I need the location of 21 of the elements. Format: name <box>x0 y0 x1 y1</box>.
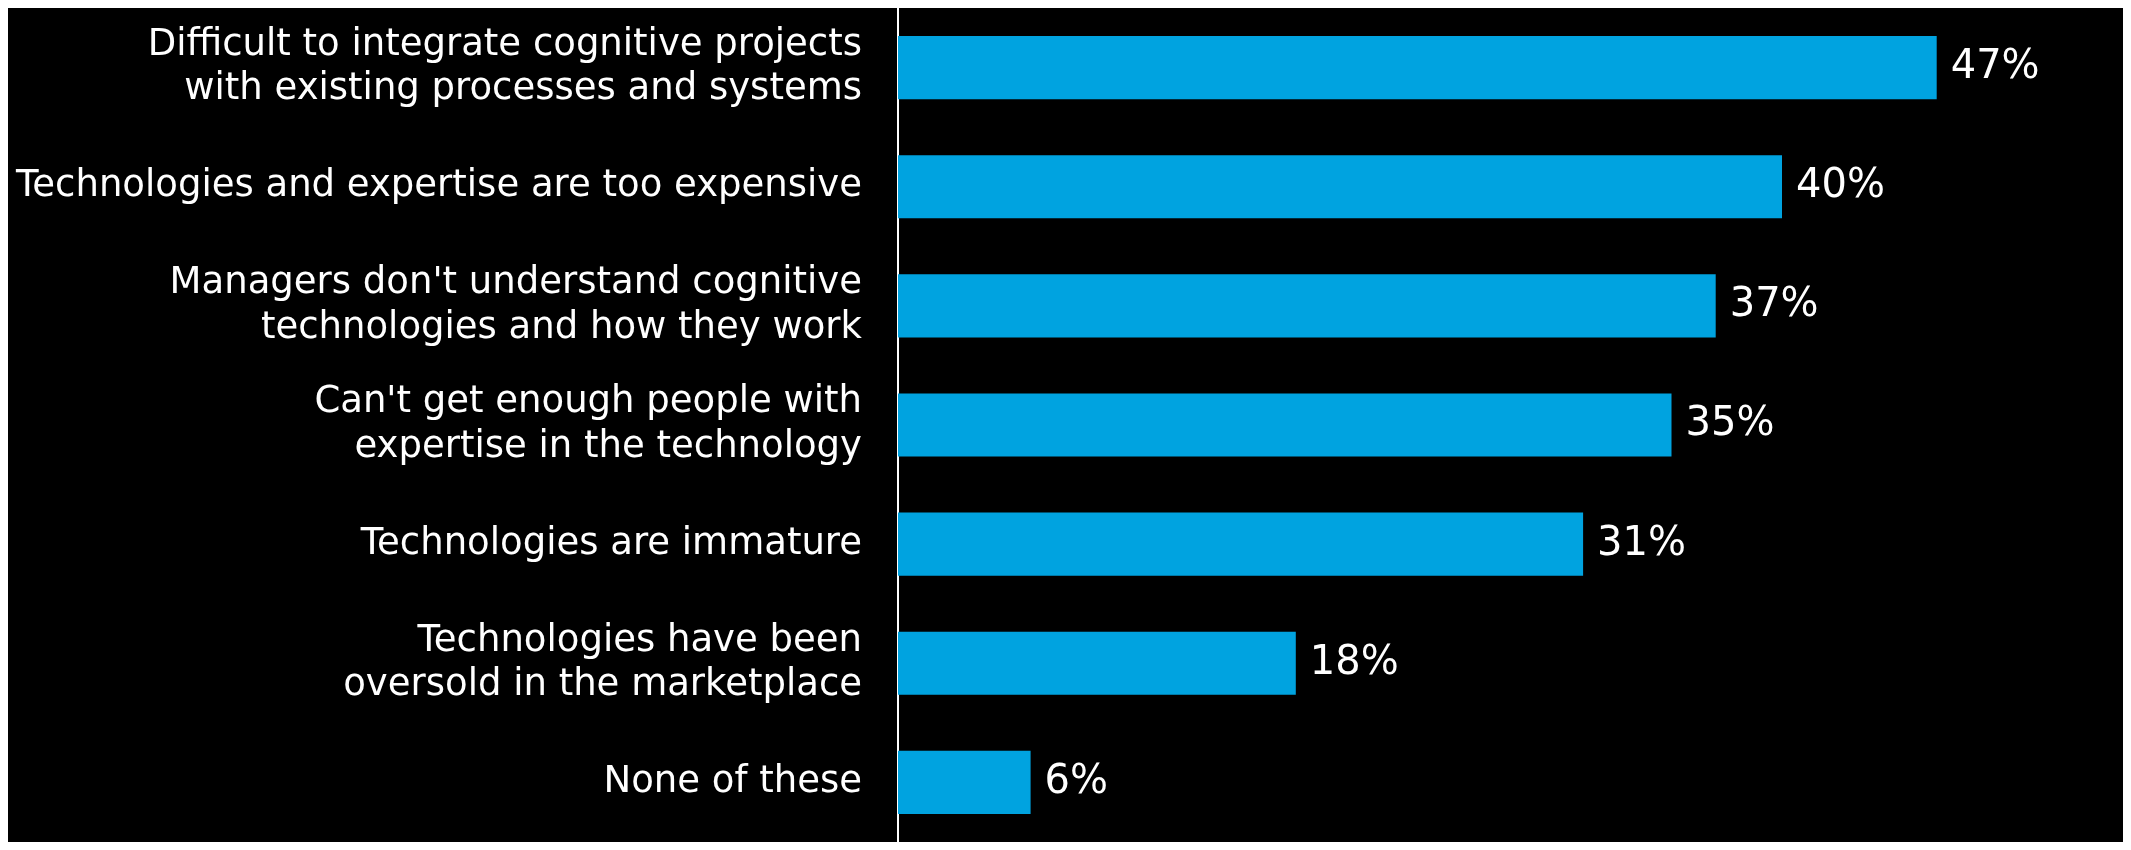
data-label: 6% <box>1044 755 1109 802</box>
data-label: 40% <box>1796 160 1885 207</box>
y-tick-label: Managers don't understand cognitive technologies and how they work <box>169 259 863 347</box>
y-tick-label: Technologies have been oversold in the marketplace <box>343 616 862 705</box>
bar <box>898 512 1584 576</box>
y-tick-label: None of these <box>603 758 862 802</box>
bar <box>898 750 1031 814</box>
bar <box>898 274 1716 338</box>
y-tick-label: Difficult to integrate cognitive projects with existing processes and systems <box>147 20 862 109</box>
data-label: 47% <box>1950 40 2040 87</box>
y-tick-label: Can't get enough people with expertise in the technology <box>314 378 862 466</box>
data-label: 35% <box>1685 398 1775 445</box>
data-label: 31% <box>1597 517 1687 564</box>
data-label: 37% <box>1729 279 1819 326</box>
data-label: 18% <box>1309 636 1399 683</box>
bar <box>898 155 1782 219</box>
bar <box>898 393 1672 457</box>
y-tick-label: Technologies are immature <box>359 519 862 563</box>
bar <box>898 36 1937 100</box>
y-tick-label: Technologies and expertise are too expensive <box>15 162 862 206</box>
bar <box>898 631 1296 695</box>
